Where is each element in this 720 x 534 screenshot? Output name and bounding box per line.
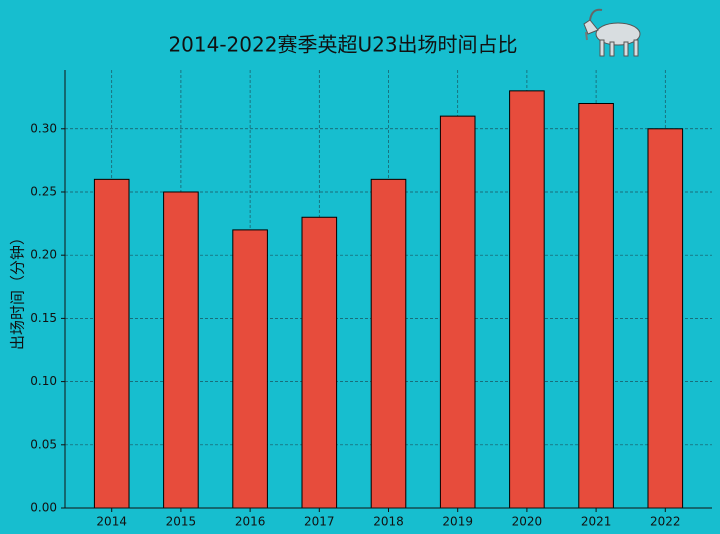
x-tick-label: 2015 bbox=[166, 515, 197, 529]
x-tick-label: 2020 bbox=[512, 515, 543, 529]
y-axis-label: 出场时间（分钟） bbox=[9, 230, 27, 350]
chart-title: 2014-2022赛季英超U23出场时间占比 bbox=[168, 33, 517, 57]
bar bbox=[509, 90, 545, 509]
x-tick-label: 2018 bbox=[373, 515, 404, 529]
goat-icon bbox=[583, 8, 641, 57]
x-tick-label: 2016 bbox=[235, 515, 266, 529]
y-tick-label: 0.00 bbox=[30, 501, 57, 515]
y-tick-label: 0.05 bbox=[30, 437, 57, 451]
x-tick-label: 2021 bbox=[581, 515, 612, 529]
bar bbox=[370, 178, 407, 509]
bar bbox=[301, 216, 338, 509]
bar bbox=[578, 102, 614, 509]
y-tick-label: 0.30 bbox=[30, 121, 57, 135]
y-tick-label: 0.15 bbox=[30, 311, 57, 325]
y-tick-label: 0.20 bbox=[30, 248, 57, 262]
x-tick-label: 2019 bbox=[442, 515, 473, 529]
bar bbox=[163, 191, 199, 509]
x-tick-label: 2022 bbox=[650, 515, 681, 529]
x-tick-label: 2017 bbox=[304, 515, 335, 529]
bar bbox=[232, 229, 268, 509]
bar bbox=[647, 128, 684, 509]
x-tick-label: 2014 bbox=[96, 515, 127, 529]
y-tick-label: 0.10 bbox=[30, 374, 57, 388]
y-tick-label: 0.25 bbox=[30, 184, 57, 198]
bar bbox=[93, 178, 130, 509]
bar bbox=[439, 115, 476, 509]
